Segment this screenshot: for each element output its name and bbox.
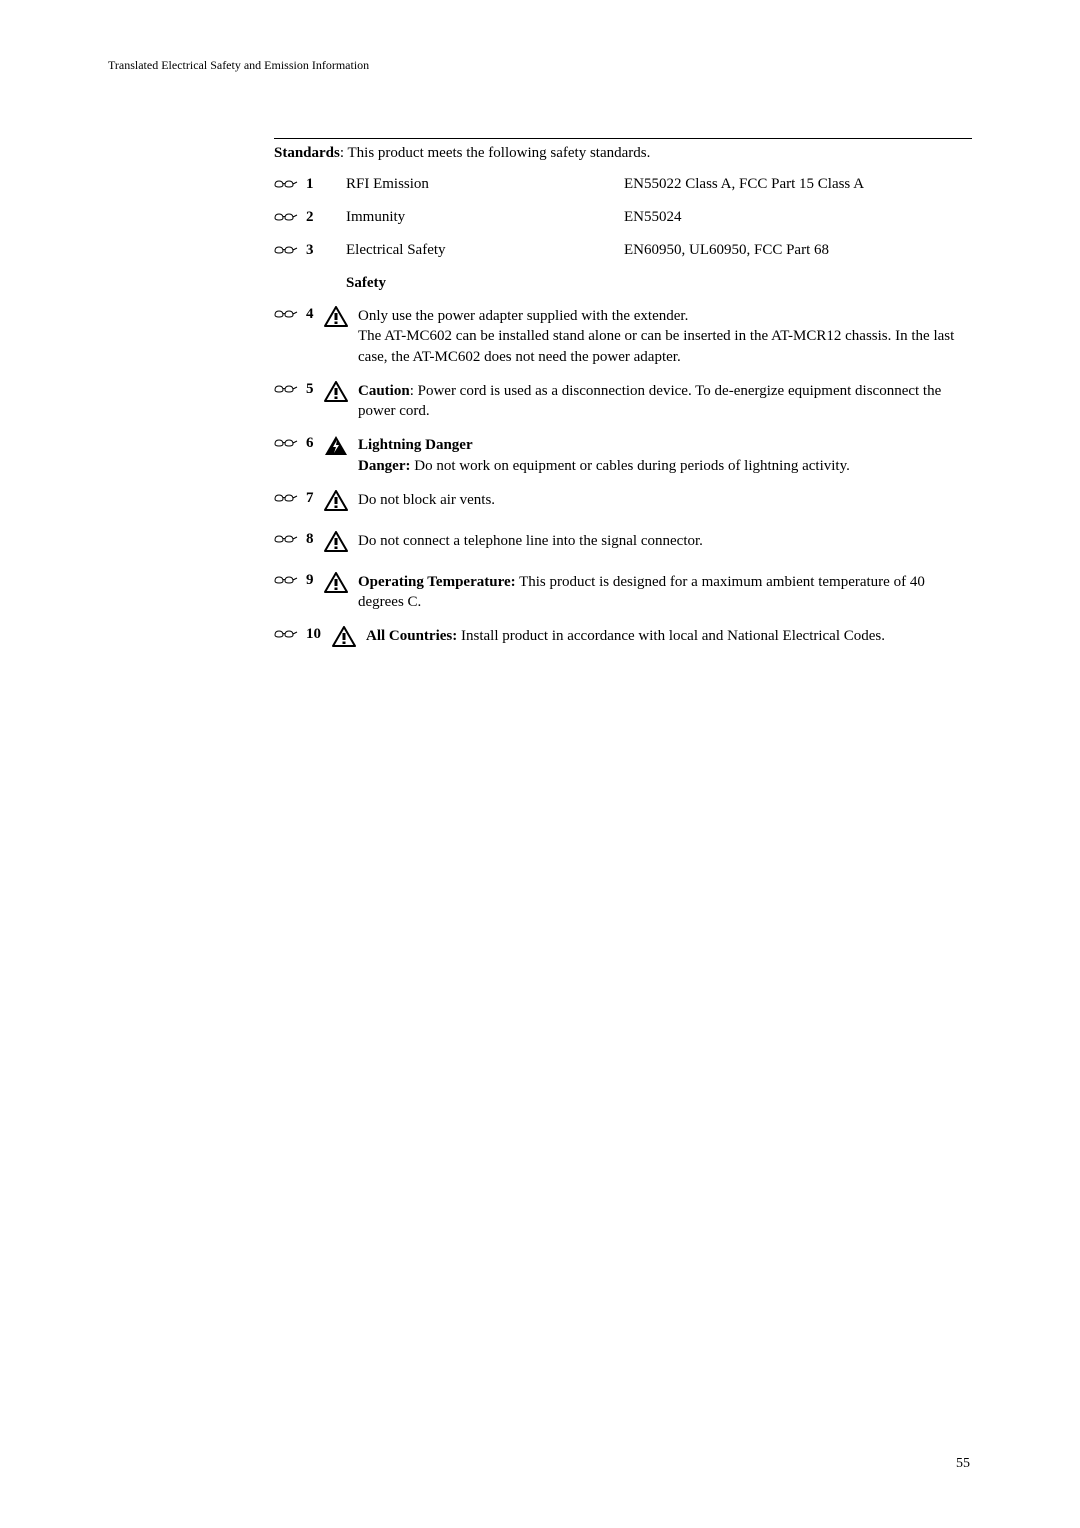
caution-icon (324, 381, 358, 408)
standards-bold: Standards (274, 145, 340, 161)
safety-item: 7 Do not block air vents. (274, 490, 972, 517)
item-text: Do not block air vents. (358, 490, 972, 510)
ref-number: 5 (306, 381, 324, 398)
horizontal-rule (274, 138, 972, 139)
glasses-icon (274, 626, 306, 645)
ref-number: 10 (306, 626, 332, 643)
standards-rest: : This product meets the following safet… (340, 145, 651, 161)
caution-icon (324, 490, 358, 517)
standard-label: Immunity (346, 209, 624, 226)
safety-item: 8 Do not connect a telephone line into t… (274, 531, 972, 558)
item-bold: Operating Temperature: (358, 574, 516, 590)
standards-row: 3 Electrical Safety EN60950, UL60950, FC… (274, 242, 972, 261)
ref-number: 7 (306, 490, 324, 507)
item-rest: Install product in accordance with local… (457, 628, 885, 644)
ref-number: 9 (306, 572, 324, 589)
caution-icon (324, 572, 358, 599)
glasses-icon (274, 572, 306, 591)
safety-item: 10 All Countries: Install product in acc… (274, 626, 972, 653)
glasses-icon (274, 435, 306, 454)
item-text: Operating Temperature: This product is d… (358, 572, 972, 613)
item-text: All Countries: Install product in accord… (366, 626, 972, 646)
glasses-icon (274, 381, 306, 400)
safety-heading: Safety (346, 275, 972, 292)
safety-item: 5 Caution: Power cord is used as a disco… (274, 381, 972, 422)
standard-value: EN55024 (624, 209, 682, 226)
glasses-icon (274, 531, 306, 550)
page-number: 55 (956, 1456, 970, 1472)
item-rest: : Power cord is used as a disconnection … (358, 383, 941, 419)
safety-item: 6 Lightning Danger Danger: Do not work o… (274, 435, 972, 476)
item-text: Lightning Danger Danger: Do not work on … (358, 435, 972, 476)
safety-item: 4 Only use the power adapter supplied wi… (274, 306, 972, 367)
header-text: Translated Electrical Safety and Emissio… (108, 58, 369, 72)
item-text: Caution: Power cord is used as a disconn… (358, 381, 972, 422)
caution-icon (324, 306, 358, 333)
standard-label: RFI Emission (346, 176, 624, 193)
ref-number: 4 (306, 306, 324, 323)
glasses-icon (274, 306, 306, 325)
page-header: Translated Electrical Safety and Emissio… (108, 58, 369, 73)
item-text: Only use the power adapter supplied with… (358, 306, 972, 367)
standards-row: 1 RFI Emission EN55022 Class A, FCC Part… (274, 176, 972, 195)
standards-row: 2 Immunity EN55024 (274, 209, 972, 228)
ref-number: 1 (306, 176, 346, 193)
ref-number: 6 (306, 435, 324, 452)
glasses-icon (274, 176, 306, 195)
lightning-danger-icon (324, 435, 358, 462)
standards-intro: Standards: This product meets the follow… (274, 145, 972, 162)
caution-icon (332, 626, 366, 653)
glasses-icon (274, 242, 306, 261)
item-bold: Caution (358, 383, 410, 399)
item-text: Do not connect a telephone line into the… (358, 531, 972, 551)
danger-rest: Do not work on equipment or cables durin… (411, 458, 850, 474)
item-title: Lightning Danger (358, 437, 473, 453)
caution-icon (324, 531, 358, 558)
standard-value: EN55022 Class A, FCC Part 15 Class A (624, 176, 864, 193)
standard-label: Electrical Safety (346, 242, 624, 259)
glasses-icon (274, 209, 306, 228)
ref-number: 2 (306, 209, 346, 226)
standard-value: EN60950, UL60950, FCC Part 68 (624, 242, 829, 259)
ref-number: 8 (306, 531, 324, 548)
safety-item: 9 Operating Temperature: This product is… (274, 572, 972, 613)
item-bold: All Countries: (366, 628, 457, 644)
ref-number: 3 (306, 242, 346, 259)
danger-bold: Danger: (358, 458, 411, 474)
main-content: Standards: This product meets the follow… (274, 138, 972, 667)
glasses-icon (274, 490, 306, 509)
